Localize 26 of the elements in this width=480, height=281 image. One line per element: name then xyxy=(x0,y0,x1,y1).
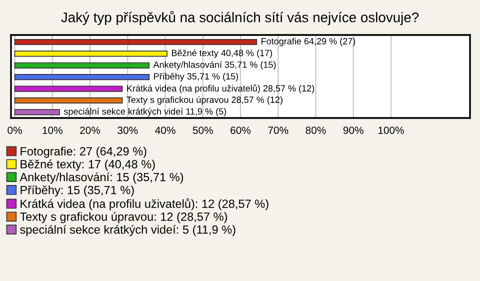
legend-label: Krátká videa (na profilu uživatelů): 12 (28,57 %) xyxy=(20,198,268,210)
data-label: Ankety/hlasování 35,71 % (15) xyxy=(153,61,276,70)
x-tick-label: 0% xyxy=(8,126,22,134)
x-tick-label: 20% xyxy=(80,126,100,134)
x-tick-label: 50% xyxy=(192,126,213,134)
legend-label: speciální sekce krátkých videí: 5 (11,9 %) xyxy=(20,224,236,236)
data-label: Texty s grafickou úpravou 28,57 % (12) xyxy=(126,96,282,105)
x-tick-label: 60% xyxy=(230,126,251,134)
data-label: Příběhy 35,71 % (15) xyxy=(154,72,238,82)
x-tick-label: 90% xyxy=(343,126,364,134)
data-label: Krátká videa (na profilu uživatelů) 28,57 % (12) xyxy=(127,84,314,94)
x-tick-label: 70% xyxy=(268,126,288,134)
legend-label: Fotografie: 27 (64,29 %) xyxy=(20,146,146,158)
data-label: speciální sekce krátkých videí 11,9 % (5) xyxy=(64,108,226,116)
legend-label: Texty s grafickou úpravou: 12 (28,57 %) xyxy=(20,212,227,224)
x-tick-label: 80% xyxy=(306,126,326,134)
x-tick-label: 100% xyxy=(378,126,404,134)
legend-label: Běžné texty: 17 (40,48 %) xyxy=(20,160,155,171)
x-tick-label: 30% xyxy=(118,126,138,134)
x-tick-label: 10% xyxy=(42,126,62,134)
data-label: Fotografie 64,29 % (27) xyxy=(262,38,356,46)
chart-title: Jaký typ příspěvků na sociálních sítí vás nejvíce oslovuje? xyxy=(61,10,419,26)
legend-label: Ankety/hlasování: 15 (35,71 %) xyxy=(20,172,184,184)
legend-label: Příběhy: 15 (35,71 %) xyxy=(20,185,134,197)
x-tick-label: 40% xyxy=(155,126,176,134)
data-label: Běžné texty 40,48 % (17) xyxy=(172,49,272,58)
